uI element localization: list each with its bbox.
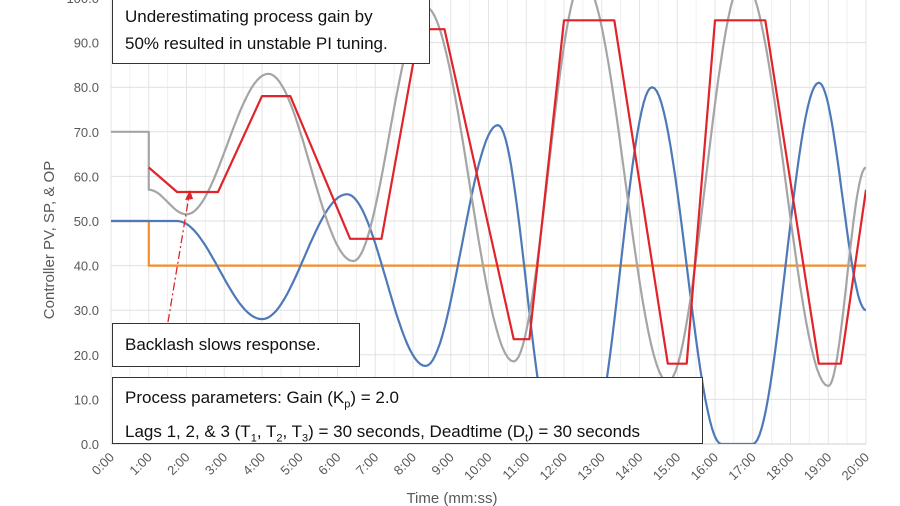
params-line-2: Lags 1, 2, & 3 (T1, T2, T3) = 30 seconds… xyxy=(125,418,690,452)
x-tick-label: 20:00 xyxy=(839,450,873,484)
s: p xyxy=(344,398,351,411)
annotation-arrow xyxy=(167,195,190,323)
x-axis-label: Time (mm:ss) xyxy=(406,490,497,506)
y-tick-label: 90.0 xyxy=(74,36,99,51)
t: , T xyxy=(256,422,277,442)
y-tick-label: 70.0 xyxy=(74,125,99,140)
t: ) = 30 seconds xyxy=(528,422,641,442)
y-tick-label: 20.0 xyxy=(74,348,99,363)
x-tick-label: 12:00 xyxy=(537,450,571,484)
y-axis-label: Controller PV, SP, & OP xyxy=(41,161,58,319)
x-tick-label: 16:00 xyxy=(688,450,722,484)
x-tick-label: 5:00 xyxy=(277,450,306,479)
x-tick-label: 9:00 xyxy=(428,450,457,479)
x-tick-label: 2:00 xyxy=(164,450,193,479)
arrow-head xyxy=(185,190,193,200)
x-tick-label: 11:00 xyxy=(499,450,532,483)
s: 1 xyxy=(250,432,257,445)
params-line-1: Process parameters: Gain (Kp) = 2.0 xyxy=(125,384,690,418)
s: 2 xyxy=(276,432,283,445)
backlash-text: Backlash slows response. xyxy=(125,335,321,354)
series-line-2 xyxy=(111,0,866,388)
x-tick-label: 1:00 xyxy=(126,450,155,479)
process-parameters-box: Process parameters: Gain (Kp) = 2.0 Lags… xyxy=(112,377,703,445)
x-tick-label: 4:00 xyxy=(240,450,269,479)
x-tick-label: 3:00 xyxy=(202,450,231,479)
y-tick-label: 60.0 xyxy=(74,169,99,184)
x-tick-label: 0:00 xyxy=(89,450,118,479)
series-line-3 xyxy=(148,19,866,365)
y-tick-label: 40.0 xyxy=(74,259,99,274)
series-line-1 xyxy=(111,81,866,444)
x-tick-label: 14:00 xyxy=(612,450,646,484)
title-line-2: 50% resulted in unstable PI tuning. xyxy=(125,34,388,53)
y-tick-label: 10.0 xyxy=(74,392,99,407)
x-tick-label: 18:00 xyxy=(763,450,797,484)
x-tick-label: 17:00 xyxy=(725,450,759,484)
x-tick-label: 6:00 xyxy=(315,450,344,479)
y-tick-label: 30.0 xyxy=(74,303,99,318)
x-tick-label: 8:00 xyxy=(391,450,420,479)
y-tick-label: 50.0 xyxy=(74,214,99,229)
title-annotation-box: Underestimating process gain by 50% resu… xyxy=(112,0,430,64)
t: , T xyxy=(282,422,302,442)
title-line-1: Underestimating process gain by xyxy=(125,7,373,26)
x-tick-label: 15:00 xyxy=(650,450,684,484)
x-tick-label: 10:00 xyxy=(461,450,495,484)
t: Process parameters: Gain (K xyxy=(125,388,345,407)
s: t xyxy=(524,432,529,445)
s: 3 xyxy=(302,432,309,445)
backlash-annotation-box: Backlash slows response. xyxy=(112,323,360,367)
t: ) = 30 seconds, Deadtime (D xyxy=(308,422,525,442)
y-tick-label: 0.0 xyxy=(81,437,99,452)
x-tick-label: 7:00 xyxy=(353,450,382,479)
x-tick-label: 13:00 xyxy=(574,450,608,484)
y-tick-label: 100.0 xyxy=(66,0,99,6)
y-tick-label: 80.0 xyxy=(74,80,99,95)
t: ) = 2.0 xyxy=(350,388,399,407)
t: Lags 1, 2, & 3 (T xyxy=(125,422,251,442)
x-tick-label: 19:00 xyxy=(801,450,835,484)
